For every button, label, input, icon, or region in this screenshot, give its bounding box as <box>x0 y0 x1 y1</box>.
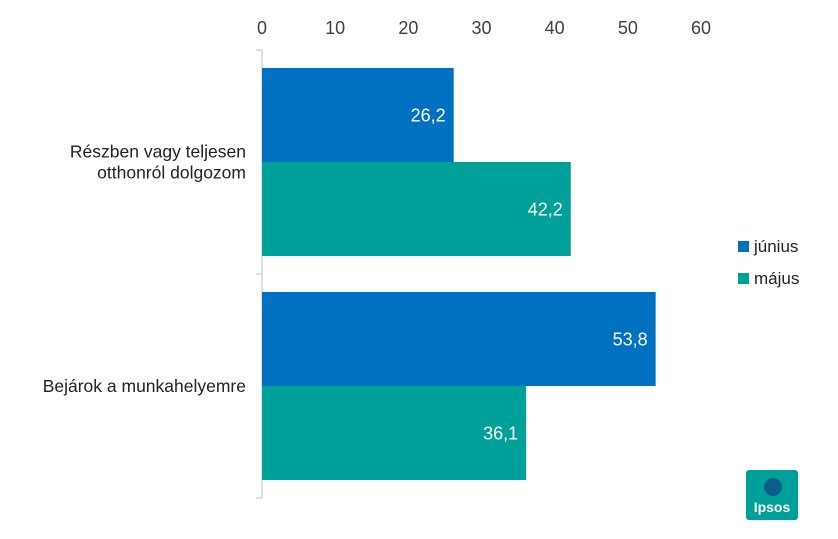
x-tick-label: 20 <box>398 18 418 38</box>
bar <box>262 68 454 162</box>
bars-layer <box>262 68 656 480</box>
x-tick-label: 50 <box>618 18 638 38</box>
category-label: Bejárok a munkahelyemre <box>43 376 246 396</box>
data-label: 36,1 <box>483 424 518 444</box>
x-tick-label: 0 <box>257 18 267 38</box>
legend-swatch <box>738 273 749 284</box>
legend: június május <box>738 237 799 288</box>
bar <box>262 292 656 386</box>
data-label: 53,8 <box>613 330 648 350</box>
ipsos-logo-head-icon <box>764 478 782 496</box>
bar <box>262 162 571 256</box>
x-tick-label: 30 <box>471 18 491 38</box>
x-tick-label: 60 <box>691 18 711 38</box>
x-tick-label: 40 <box>545 18 565 38</box>
category-label: otthonról dolgozom <box>97 163 246 183</box>
ipsos-logo: Ipsos <box>746 470 798 520</box>
bar <box>262 386 527 480</box>
x-tick-label: 10 <box>325 18 345 38</box>
category-label: Részben vagy teljesen <box>70 142 246 162</box>
legend-label: május <box>754 269 799 288</box>
legend-swatch <box>738 241 749 252</box>
data-label: 42,2 <box>528 200 563 220</box>
legend-label: június <box>753 237 798 256</box>
ipsos-logo-text: Ipsos <box>754 499 791 515</box>
data-label: 26,2 <box>411 106 446 126</box>
